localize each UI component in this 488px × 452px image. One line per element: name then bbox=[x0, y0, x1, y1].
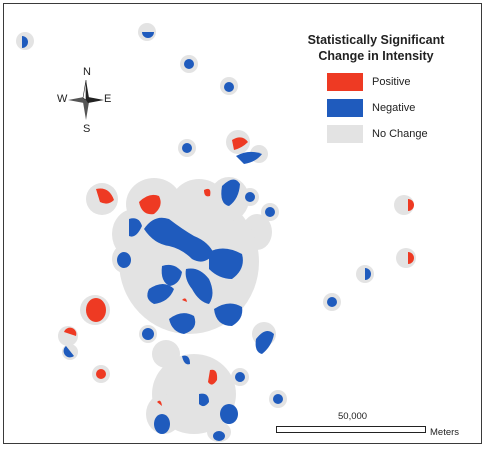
map-canvas bbox=[16, 23, 416, 442]
legend-label-negative: Negative bbox=[372, 102, 416, 114]
scale-bar bbox=[276, 426, 426, 433]
legend-title-line1: Statistically Significant bbox=[307, 33, 445, 47]
compass-west-label: W bbox=[57, 93, 68, 105]
legend-swatch-negative bbox=[327, 99, 363, 117]
legend-title-line2: Change in Intensity bbox=[318, 49, 434, 63]
legend-swatch-no-change bbox=[327, 125, 363, 143]
scale-unit-label: Meters bbox=[430, 427, 460, 438]
compass-east-label: E bbox=[104, 93, 112, 105]
compass-south-label: S bbox=[83, 123, 91, 135]
negative-areas bbox=[22, 32, 371, 441]
map-frame: N S E W Statistically Significant Change… bbox=[3, 3, 482, 444]
legend-label-no-change: No Change bbox=[372, 128, 428, 140]
legend-swatch-positive bbox=[327, 73, 363, 91]
scale-distance-label: 50,000 bbox=[338, 411, 368, 422]
positive-areas bbox=[64, 137, 414, 406]
legend-label-positive: Positive bbox=[372, 76, 411, 88]
compass-rose-icon bbox=[68, 79, 104, 120]
compass-north-label: N bbox=[83, 66, 91, 78]
